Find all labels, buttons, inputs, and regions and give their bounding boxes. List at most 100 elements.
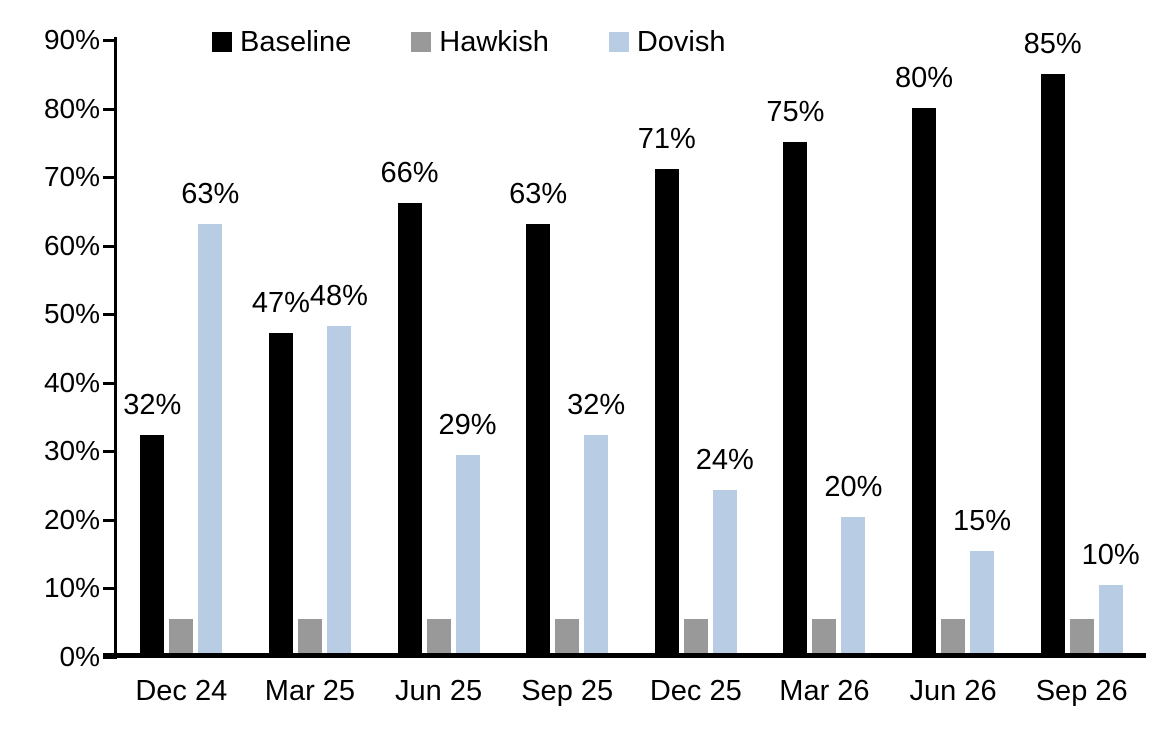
bar-wrap — [169, 40, 194, 653]
data-label: 15% — [953, 504, 1012, 537]
bar-group-dec-24: 32% 63% — [117, 40, 246, 653]
bar-hawkish-sep-26 — [1069, 618, 1094, 653]
y-axis-line — [114, 37, 117, 657]
bar-wrap — [1069, 40, 1094, 653]
chart-legend: Baseline Hawkish Dovish — [212, 26, 726, 58]
bar-wrap: 66% — [381, 40, 439, 653]
bar-dovish-sep-26 — [1098, 584, 1123, 653]
y-tick-label: 50% — [43, 298, 100, 330]
y-tick-mark — [103, 244, 117, 248]
x-category-label: Dec 25 — [649, 675, 742, 707]
bar-baseline-dec-24 — [140, 435, 165, 653]
y-tick-mark — [103, 39, 117, 42]
bar-wrap: 29% — [439, 40, 497, 653]
bar-hawkish-jun-25 — [426, 618, 451, 653]
bar-wrap — [426, 40, 451, 653]
x-category-label: Jun 25 — [395, 675, 483, 707]
y-tick-label: 70% — [43, 161, 100, 193]
bar-wrap — [297, 40, 322, 653]
x-category-label: Dec 24 — [135, 675, 228, 707]
legend-swatch-icon — [608, 32, 629, 52]
bar-group-sep-26: 85% 10% — [1017, 28, 1146, 653]
y-tick-label: 20% — [43, 503, 100, 535]
bar-wrap: 20% — [824, 40, 882, 653]
data-label: 20% — [824, 470, 883, 503]
bar-wrap: 71% — [638, 40, 696, 653]
bar-group-mar-25: 47% 48% — [246, 40, 375, 653]
bar-wrap — [812, 40, 837, 653]
bar-group-mar-26: 75% 20% — [760, 40, 889, 653]
x-category-label: Mar 26 — [779, 675, 870, 707]
bar-group-dec-25: 71% 24% — [632, 40, 761, 653]
bar-baseline-sep-25 — [526, 223, 551, 653]
data-label: 24% — [695, 443, 754, 476]
x-category-label: Jun 26 — [909, 675, 997, 707]
bar-wrap: 85% — [1024, 28, 1082, 653]
data-label: 63% — [509, 177, 568, 210]
y-tick-mark — [103, 518, 117, 522]
data-label: 75% — [766, 96, 825, 129]
bar-wrap: 32% — [567, 40, 625, 653]
legend-item-dovish: Dovish — [608, 26, 726, 58]
bar-dovish-mar-26 — [841, 516, 866, 653]
data-label: 48% — [309, 280, 368, 313]
data-label: 29% — [438, 409, 497, 442]
legend-label: Baseline — [240, 26, 352, 58]
y-tick-mark — [103, 313, 117, 317]
y-tick-mark — [103, 107, 117, 111]
bar-dovish-dec-25 — [712, 489, 737, 653]
y-tick-label: 90% — [43, 24, 100, 55]
bar-baseline-mar-26 — [783, 142, 808, 653]
bar-wrap: 63% — [181, 40, 239, 653]
legend-swatch-icon — [411, 32, 432, 52]
bar-hawkish-sep-25 — [555, 618, 580, 653]
bar-dovish-mar-25 — [326, 326, 351, 653]
y-tick-label: 60% — [43, 229, 100, 261]
data-label: 10% — [1081, 538, 1140, 571]
x-category-label: Sep 26 — [1035, 675, 1128, 707]
legend-item-hawkish: Hawkish — [411, 26, 549, 58]
bar-wrap — [555, 40, 580, 653]
bar-baseline-dec-25 — [654, 169, 679, 653]
bar-dovish-jun-25 — [455, 455, 480, 653]
bar-group-jun-25: 66% 29% — [374, 40, 503, 653]
bar-hawkish-mar-26 — [812, 618, 837, 653]
data-label: 85% — [1023, 28, 1082, 61]
bar-wrap: 32% — [123, 40, 181, 653]
bar-hawkish-jun-26 — [941, 618, 966, 653]
bar-wrap — [683, 40, 708, 653]
x-category-label: Sep 25 — [521, 675, 614, 707]
y-tick-mark — [103, 656, 117, 659]
y-tick-label: 40% — [43, 366, 100, 398]
plot-area: 32% 63% 47% 48% 66% 29% 63% 32% 71% 24% 75% 20% 80% 1… — [117, 28, 1146, 653]
x-axis-category-labels: Dec 24 Mar 25 Jun 25 Sep 25 Dec 25 Mar 26 Jun … — [117, 674, 1146, 708]
bar-hawkish-dec-25 — [683, 618, 708, 653]
y-tick-mark — [103, 450, 117, 454]
bar-group-sep-25: 63% 32% — [503, 40, 632, 653]
bar-wrap: 10% — [1082, 40, 1140, 653]
y-tick-label: 30% — [43, 435, 100, 467]
bar-baseline-jun-25 — [397, 203, 422, 653]
data-label: 71% — [637, 123, 696, 156]
bar-hawkish-mar-25 — [297, 618, 322, 653]
y-tick-mark — [103, 176, 117, 180]
legend-label: Dovish — [636, 26, 726, 58]
bar-wrap: 47% — [252, 40, 310, 653]
bar-wrap: 24% — [696, 40, 754, 653]
legend-swatch-icon — [212, 32, 232, 52]
bar-baseline-mar-25 — [268, 332, 293, 653]
bar-wrap: 75% — [766, 40, 824, 653]
bar-wrap: 63% — [509, 40, 567, 653]
y-tick-mark — [103, 587, 117, 591]
bar-baseline-sep-26 — [1040, 74, 1065, 653]
y-tick-label: 0% — [59, 641, 100, 672]
y-tick-mark — [103, 381, 117, 385]
data-label: 32% — [123, 389, 182, 422]
bar-wrap: 80% — [895, 40, 953, 653]
x-axis-line — [103, 653, 1146, 658]
data-label: 32% — [567, 389, 626, 422]
data-label: 63% — [181, 177, 240, 210]
bar-wrap: 48% — [310, 40, 368, 653]
data-label: 66% — [380, 157, 439, 190]
